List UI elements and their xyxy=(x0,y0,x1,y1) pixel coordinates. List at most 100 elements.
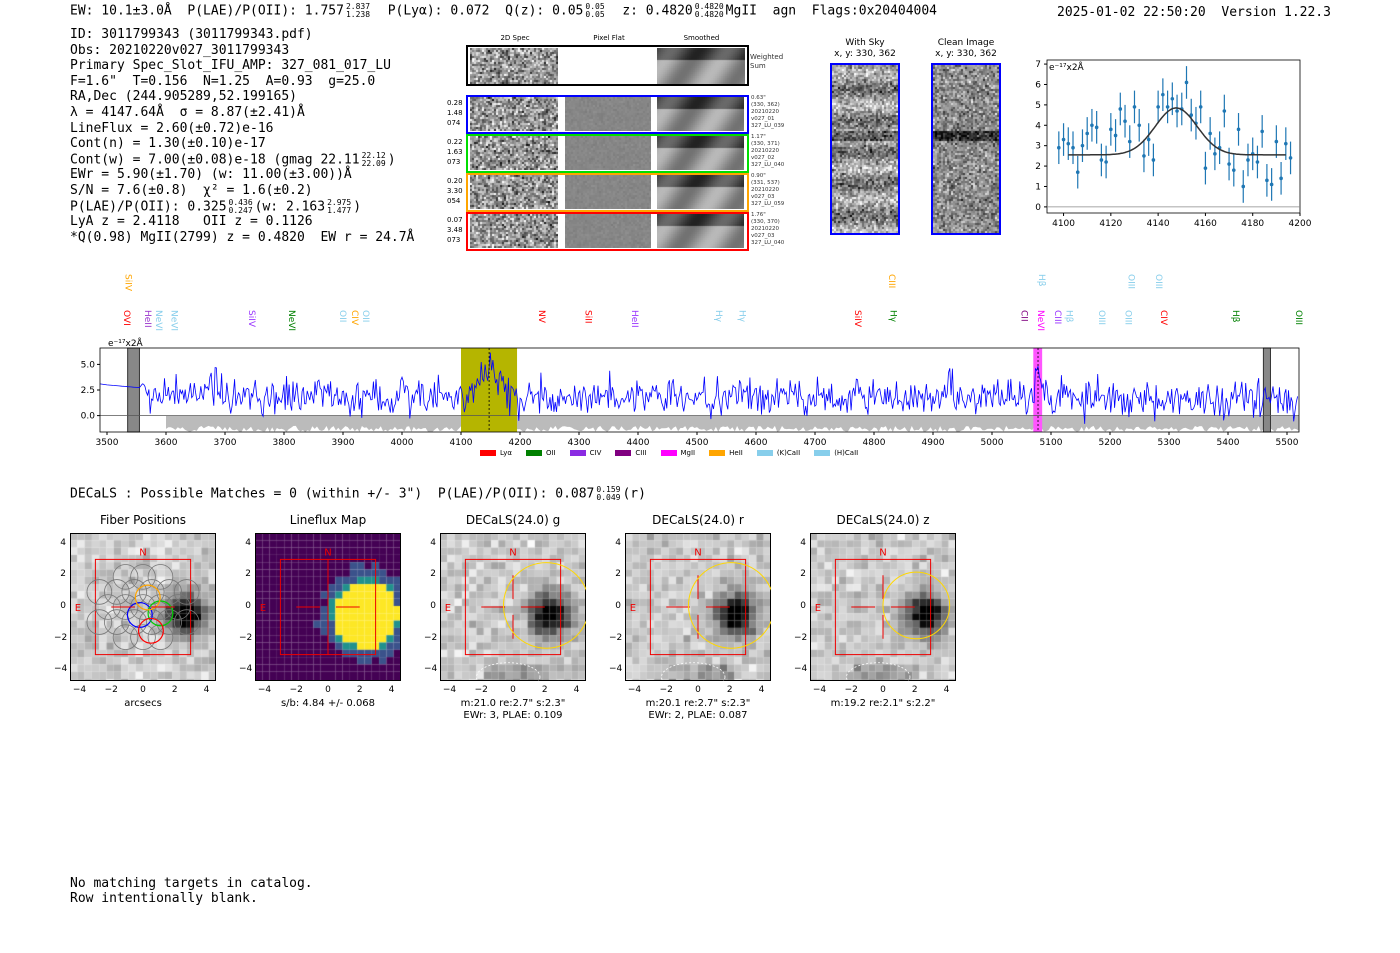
fiber-circle xyxy=(86,579,113,605)
fiber-smoothed xyxy=(657,175,744,209)
data-point xyxy=(1080,143,1085,148)
plae-range: 2.837 1.238 xyxy=(346,3,370,19)
data-point xyxy=(1156,105,1160,109)
ew-value: EW: 10.1±3.0Å xyxy=(70,3,172,19)
fiber-info: 1.17" (330, 371) 20210220 v027_02 327_LU… xyxy=(751,134,785,168)
compass-north: N xyxy=(509,547,516,558)
line-label-ciii: CIII xyxy=(1051,310,1062,325)
plae-range: 0.436 0.247 xyxy=(229,198,253,215)
galaxy-aperture xyxy=(882,571,951,640)
data-point xyxy=(1288,156,1293,160)
datetime: 2025-01-02 22:50:20 xyxy=(1057,5,1206,20)
imaging-cutout xyxy=(625,533,771,681)
fiber-pixel-flat xyxy=(565,136,651,170)
legend-label: MgII xyxy=(680,449,696,457)
x-tick-label: 4800 xyxy=(863,438,886,448)
legend-item: CIII xyxy=(615,449,647,457)
units-label: e⁻¹⁷x2Å xyxy=(108,337,144,349)
x-tick-label: 3600 xyxy=(155,438,178,448)
x-tick-label: 3500 xyxy=(96,438,119,448)
y-tick-label: 4 xyxy=(60,537,66,548)
x-tick-label: 4200 xyxy=(1289,219,1312,229)
y-tick-label: 1 xyxy=(1035,182,1041,192)
x-tick-label: 4 xyxy=(943,685,950,695)
line-label-nevi: NeVI xyxy=(168,310,179,332)
y-tick-label: 4 xyxy=(245,537,251,548)
x-tick-label: 2 xyxy=(541,685,548,695)
x-tick-label: −2 xyxy=(844,685,858,695)
decals-band: (r) xyxy=(622,486,646,502)
panel-title: DECaLS(24.0) r xyxy=(652,513,744,527)
line-label-oiii: OIII xyxy=(1293,310,1304,326)
x-tick-label: 5300 xyxy=(1158,438,1181,448)
data-point xyxy=(1127,139,1132,144)
panel-overlay: NE xyxy=(255,533,401,681)
y-tick-label: 0 xyxy=(430,601,436,611)
legend-label: OII xyxy=(546,449,556,457)
y-tick-label: 0.0 xyxy=(81,412,96,422)
clean-image-frame xyxy=(931,63,1001,235)
data-point xyxy=(1222,109,1227,113)
x-tick-label: 0 xyxy=(325,685,331,695)
fiber-circle xyxy=(86,609,113,635)
data-point xyxy=(1094,125,1099,130)
column-header: Smoothed xyxy=(683,34,720,42)
data-point xyxy=(1161,92,1165,97)
version: Version 1.22.3 xyxy=(1221,5,1331,20)
z-range: 0.4820 0.4820 xyxy=(695,3,724,19)
qz-hi: 0.05 xyxy=(585,2,605,11)
data-point xyxy=(1151,158,1156,162)
y-tick-label: 5 xyxy=(1035,101,1041,111)
z-lo: 0.4820 xyxy=(694,10,724,19)
info-lineflux: LineFlux = 2.60(±0.72)e-16 xyxy=(70,120,274,136)
fiber-circle xyxy=(130,564,156,590)
x-tick-label: 4900 xyxy=(922,438,945,448)
fiber-smoothed xyxy=(657,214,744,248)
panel-title: DECaLS(24.0) g xyxy=(465,513,561,527)
data-point xyxy=(1260,129,1264,134)
x-tick-label: 0 xyxy=(880,685,886,695)
fiber-circle xyxy=(147,564,174,590)
x-tick-label: −4 xyxy=(812,685,827,695)
y-tick-label: −4 xyxy=(239,664,253,675)
fiber-info: 0.90" (331, 537) 20210220 v027_03 327_LU… xyxy=(751,173,785,207)
fiber-pixel-flat xyxy=(565,214,651,248)
summary-header: EW: 10.1±3.0Å P(LAE)/P(OII): 1.757 2.837 1… xyxy=(70,3,937,19)
search-box xyxy=(649,558,747,656)
line-label-hβ: Hβ xyxy=(1063,310,1074,323)
info-q: *Q(0.98) MgII(2799) z = 0.4820 EW r = 24… xyxy=(70,229,415,245)
x-tick-label: −2 xyxy=(289,685,303,695)
with-sky-title: With Sky x, y: 330, 362 xyxy=(820,38,910,60)
panel-caption: m:21.0 re:2.7" s:2.3" xyxy=(460,698,566,709)
legend-item: OII xyxy=(526,449,556,457)
data-point xyxy=(1175,109,1179,113)
with-sky-frame xyxy=(830,63,900,235)
neighbor-aperture xyxy=(661,662,726,681)
compass-north: N xyxy=(694,547,701,558)
legend-label: CIV xyxy=(589,449,602,457)
legend-swatch xyxy=(660,450,677,456)
x-tick-label: 3900 xyxy=(332,438,355,448)
x-tick-label: 4100 xyxy=(1052,219,1075,229)
fiber-info: 1.76" (330, 370) 20210220 v027_03 327_LU… xyxy=(751,212,785,246)
x-tick-label: −4 xyxy=(442,685,457,695)
data-point xyxy=(1099,158,1104,162)
line-label-oiii: OIII xyxy=(1125,274,1136,290)
legend-swatch xyxy=(814,450,831,456)
plae-w-end: ) xyxy=(353,199,362,215)
line-label-oii: OII xyxy=(336,310,347,323)
data-point xyxy=(1146,137,1151,142)
info-lya: LyA z = 2.4118 OII z = 0.1126 xyxy=(70,214,313,230)
fiber-pixel-flat xyxy=(565,97,651,131)
line-fit-plot: 0 1 2 3 4 5 6 7 4100 4120 4140 4160 4180 4200 e⁻¹⁷x2Å xyxy=(1035,59,1312,229)
legend-swatch xyxy=(615,450,632,456)
plae-w: (w: 2.163 xyxy=(254,199,326,215)
plya-value: P(Lyα): 0.072 xyxy=(387,3,490,19)
plae-lo: 1.238 xyxy=(345,10,371,19)
legend-swatch xyxy=(526,450,543,456)
y-tick-label: 2 xyxy=(1035,162,1041,172)
panel-caption: s/b: 4.84 +/- 0.068 xyxy=(280,698,376,709)
legend-label: (H)CaII xyxy=(834,449,859,457)
plae-value: P(LAE)/P(OII): 1.757 xyxy=(187,3,344,19)
clean-image xyxy=(933,65,999,233)
